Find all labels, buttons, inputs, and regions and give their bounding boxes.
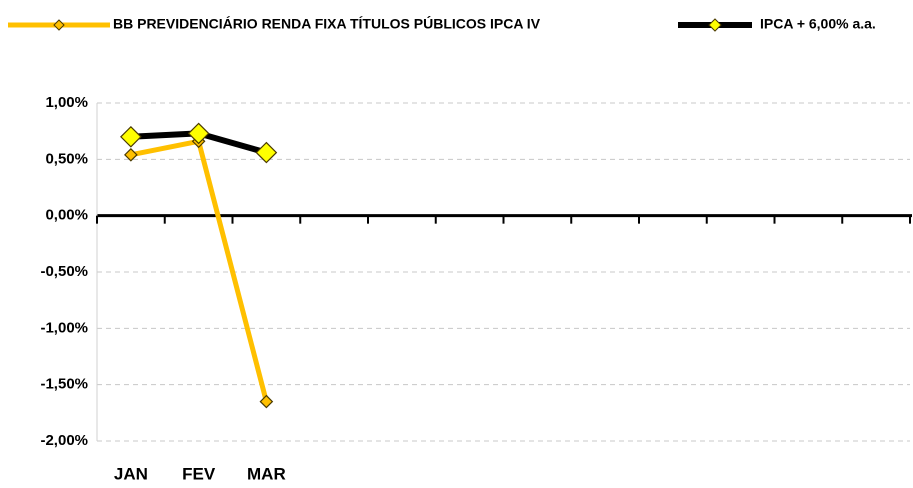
legend-label: IPCA + 6,00% a.a. (760, 16, 876, 32)
legend-marker (708, 18, 722, 32)
y-tick-label: -1,00% (40, 319, 88, 336)
y-tick-label: -2,00% (40, 432, 88, 449)
x-tick-label: JAN (114, 464, 148, 483)
x-tick-label: MAR (247, 464, 286, 483)
x-tick-label: FEV (182, 464, 216, 483)
marker (187, 122, 210, 145)
y-tick-label: 0,00% (45, 207, 88, 224)
y-tick-label: 1,00% (45, 94, 88, 111)
y-tick-label: 0,50% (45, 150, 88, 167)
series-line (130, 138, 269, 403)
marker (120, 125, 142, 148)
y-tick-label: -1,50% (40, 376, 88, 393)
marker (255, 141, 278, 164)
y-tick-label: -0,50% (40, 263, 88, 280)
legend-label: BB PREVIDENCIÁRIO RENDA FIXA TÍTULOS PÚB… (113, 15, 541, 32)
marker (259, 394, 274, 409)
legend-marker (53, 19, 65, 31)
marker (124, 147, 138, 162)
